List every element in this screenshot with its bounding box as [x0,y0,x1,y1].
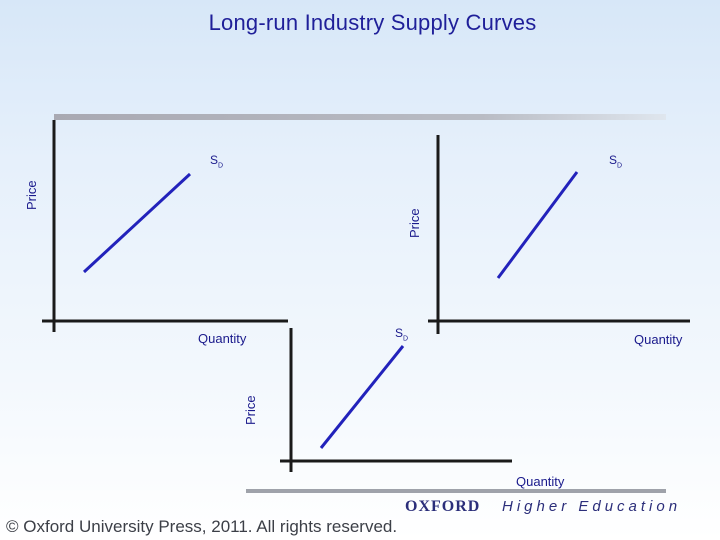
left-price-label: Price [24,180,39,210]
oxford-logo: OXFORD [405,498,481,515]
bottom-divider [246,489,666,493]
higher-education-logo: Higher Education [502,498,682,515]
page-title: Long-run Industry Supply Curves [208,10,537,35]
right-price-label: Price [407,208,422,238]
bottom-quantity-label: Quantity [516,474,565,489]
right-curve-label: SD [609,153,623,170]
left-supply-curve [82,172,192,274]
left-curve-label: SD [210,153,224,170]
right-quantity-label: Quantity [634,332,683,347]
bottom-supply-curve [319,345,405,449]
bottom-curve-label: SD [395,326,409,343]
left-quantity-label: Quantity [198,331,247,346]
bottom-price-label: Price [243,395,258,425]
top-divider [54,114,666,120]
right-supply-curve [496,171,579,279]
copyright-text: © Oxford University Press, 2011. All rig… [6,517,398,536]
